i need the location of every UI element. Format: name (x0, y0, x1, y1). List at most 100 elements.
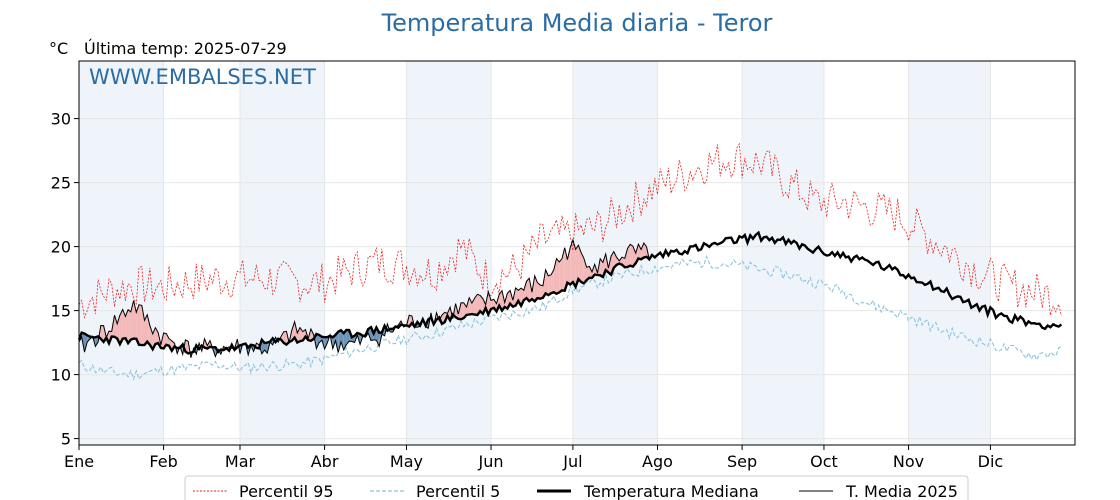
anomaly-fill (613, 251, 617, 268)
anomaly-fill (335, 331, 339, 353)
y-tick-label: 30 (51, 110, 71, 129)
legend-label-current: T. Media 2025 (845, 482, 958, 500)
anomaly-fill (556, 258, 560, 294)
legend-box (184, 475, 969, 500)
anomaly-fill (523, 281, 527, 301)
legend-label-median: Temperatura Mediana (583, 482, 759, 500)
anomaly-fill (136, 304, 139, 345)
anomaly-fill (474, 294, 478, 315)
anomaly-fill (630, 244, 633, 267)
x-tick-label: May (390, 452, 423, 471)
y-tick-label: 15 (51, 302, 71, 321)
legend: Percentil 95 Percentil 5 Temperatura Med… (184, 475, 969, 500)
anomaly-fill (297, 327, 300, 343)
anomaly-fill (185, 339, 189, 354)
anomaly-fill (141, 305, 145, 346)
anomaly-fill (368, 327, 371, 341)
anomaly-fill (638, 244, 642, 260)
anomaly-fill (201, 338, 205, 351)
x-tick-label: Ene (64, 452, 94, 471)
y-tick-label: 10 (51, 366, 71, 385)
anomaly-fill (166, 333, 169, 346)
anomaly-fill (572, 239, 576, 287)
last-temp-label: Última temp: 2025-07-29 (84, 39, 287, 58)
anomaly-fill (545, 269, 549, 296)
chart-title: Temperatura Media diaria - Teror (381, 9, 773, 37)
anomaly-fill (589, 266, 592, 278)
month-band (79, 61, 164, 445)
anomaly-fill (641, 243, 644, 260)
month-bands (79, 61, 991, 445)
y-tick-label: 5 (61, 430, 71, 449)
month-band (239, 61, 325, 445)
anomaly-fill (632, 246, 636, 267)
watermark: WWW.EMBALSES.NET (89, 65, 316, 89)
anomaly-fill (128, 309, 131, 344)
anomaly-fill (540, 285, 543, 299)
anomaly-fill (480, 295, 483, 314)
x-tick-label: Dic (978, 452, 1004, 471)
anomaly-fill (583, 258, 587, 284)
anomaly-fill (581, 252, 584, 284)
anomaly-fill (341, 330, 344, 350)
anomaly-fill (477, 294, 481, 315)
anomaly-fill (147, 314, 150, 345)
y-tick-label: 20 (51, 238, 71, 257)
legend-label-p5: Percentil 5 (416, 482, 500, 500)
series-lines (77, 142, 1063, 381)
x-tick-label: Mar (225, 452, 256, 471)
anomaly-fill (624, 248, 628, 268)
month-band (908, 61, 991, 445)
month-band (742, 61, 824, 445)
x-tick-label: Ago (642, 452, 673, 471)
series-line-p5 (78, 254, 1062, 381)
anomaly-fill (283, 331, 287, 345)
anomaly-fill (491, 299, 494, 309)
anomaly-fill (149, 325, 153, 350)
x-tick-label: Abr (311, 452, 339, 471)
anomaly-fill (338, 330, 341, 353)
anomaly-fill (114, 315, 118, 339)
anomaly-fill (586, 266, 590, 281)
anomaly-fill (575, 245, 579, 287)
anomaly-fill (95, 336, 99, 347)
x-tick-label: Sep (727, 452, 757, 471)
plot-frame (78, 60, 1076, 446)
anomaly-fill (578, 245, 582, 282)
anomaly-fill (125, 309, 129, 344)
series-line-2025 (78, 238, 650, 359)
x-tick-label: Oct (810, 452, 838, 471)
anomaly-fill (122, 309, 126, 339)
month-band (406, 61, 492, 445)
x-axis-ticks: Ene Feb Mar Abr May Jun Jul Ago Sep Oct Nov Dic (64, 445, 1003, 471)
legend-label-p95: Percentil 95 (239, 482, 334, 500)
anomaly-fill (600, 258, 603, 277)
x-tick-label: Jul (562, 452, 582, 471)
y-tick-label: 25 (51, 174, 71, 193)
anomaly-fill (100, 325, 104, 342)
anomaly-fill (144, 314, 148, 345)
anomaly-fill (551, 269, 554, 294)
anomaly-fill (84, 333, 88, 353)
anomaly-fill (461, 302, 464, 320)
anomaly-fill (291, 321, 295, 341)
x-tick-label: Nov (893, 452, 924, 471)
anomaly-fill (627, 244, 631, 267)
anomaly-fill (542, 269, 546, 298)
anomaly-fill (466, 297, 470, 315)
anomaly-fill (562, 247, 565, 291)
anomaly-fill (526, 278, 530, 302)
anomaly-fill (346, 330, 350, 345)
anomaly-fill (559, 258, 562, 293)
anomaly-fill (316, 334, 320, 349)
anomaly-fill (537, 282, 541, 299)
anomaly-fill (570, 239, 573, 285)
anomaly-fill (139, 304, 142, 346)
y-axis-unit: °C (49, 39, 68, 58)
x-tick-label: Jun (478, 452, 504, 471)
anomaly-fill (119, 309, 123, 345)
y-axis-ticks: 5 10 15 20 25 30 (51, 110, 79, 449)
anomaly-fill (548, 274, 552, 296)
x-tick-label: Feb (149, 452, 177, 471)
